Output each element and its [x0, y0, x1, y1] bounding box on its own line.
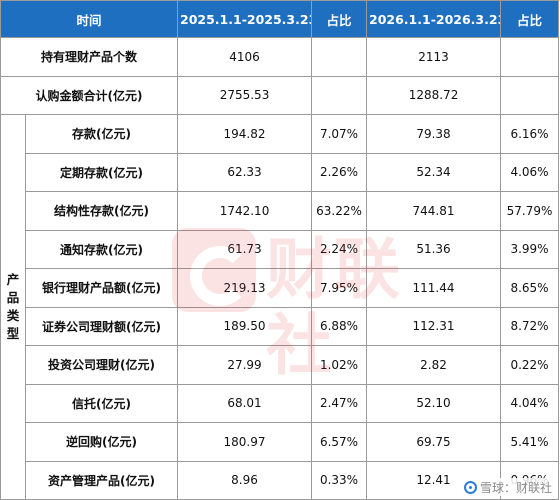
p2-value: 111.44	[366, 268, 502, 308]
table-row: 银行理财产品额(亿元) 219.13 7.95% 111.44 8.65%	[1, 268, 560, 308]
row-label: 投资公司理财(亿元)	[24, 345, 179, 385]
row-label: 资产管理产品(亿元)	[24, 460, 179, 500]
p1-share: 6.88%	[311, 306, 368, 346]
p1-value: 61.73	[177, 229, 313, 269]
p2-value: 79.38	[366, 114, 502, 154]
p1-value: 2755.53	[177, 75, 313, 115]
group-label-char: 品	[6, 290, 20, 305]
p1-share: 2.24%	[311, 229, 368, 269]
p1-value: 27.99	[177, 345, 313, 385]
p2-share	[500, 75, 560, 115]
p1-value: 62.33	[177, 152, 313, 192]
snowball-credit: 雪球：财联社	[459, 478, 556, 496]
p1-share: 63.22%	[311, 191, 368, 231]
p1-share: 6.57%	[311, 422, 368, 462]
header-share-2: 占比	[500, 0, 560, 38]
p1-share: 2.47%	[311, 383, 368, 423]
header-period-2: 2026.1.1-2026.3.23	[366, 0, 502, 38]
row-label: 定期存款(亿元)	[24, 152, 179, 192]
header-row: 时间 2025.1.1-2025.3.23 占比 2026.1.1-2026.3…	[0, 0, 560, 38]
row-label: 通知存款(亿元)	[24, 229, 179, 269]
p2-value: 744.81	[366, 191, 502, 231]
p1-value: 68.01	[177, 383, 313, 423]
header-time: 时间	[0, 0, 179, 38]
p1-value: 1742.10	[177, 191, 313, 231]
p2-value: 2.82	[366, 345, 502, 385]
p1-share	[311, 37, 368, 77]
table-row: 认购金额合计(亿元) 2755.53 1288.72	[0, 75, 560, 115]
row-label: 存款(亿元)	[24, 114, 179, 154]
p1-share	[311, 75, 368, 115]
table-row: 结构性存款(亿元) 1742.10 63.22% 744.81 57.79%	[1, 191, 560, 231]
table-row: 信托(亿元) 68.01 2.47% 52.10 4.04%	[1, 383, 560, 423]
p1-share: 2.26%	[311, 152, 368, 192]
row-label: 银行理财产品额(亿元)	[24, 268, 179, 308]
header-share-1: 占比	[311, 0, 368, 38]
p1-share: 7.07%	[311, 114, 368, 154]
p2-share: 57.79%	[500, 191, 560, 231]
header-period-1: 2025.1.1-2025.3.23	[177, 0, 313, 38]
p2-value: 52.10	[366, 383, 502, 423]
row-label: 证券公司理财额(亿元)	[24, 306, 179, 346]
p2-value: 51.36	[366, 229, 502, 269]
p2-share: 0.22%	[500, 345, 560, 385]
table-row: 证券公司理财额(亿元) 189.50 6.88% 112.31 8.72%	[1, 306, 560, 346]
p1-value: 180.97	[177, 422, 313, 462]
table-row: 通知存款(亿元) 61.73 2.24% 51.36 3.99%	[1, 229, 560, 269]
p2-value: 52.34	[366, 152, 502, 192]
p1-share: 0.33%	[311, 460, 368, 500]
p2-share	[500, 37, 560, 77]
p2-share: 4.06%	[500, 152, 560, 192]
product-type-group-label: 产 品 类 型	[0, 114, 26, 500]
group-label-char: 型	[6, 326, 20, 341]
row-label: 持有理财产品个数	[0, 37, 179, 77]
p1-share: 7.95%	[311, 268, 368, 308]
p2-share: 8.72%	[500, 306, 560, 346]
table-row: 持有理财产品个数 4106 2113	[0, 37, 560, 77]
snowball-icon	[463, 480, 477, 494]
p1-value: 189.50	[177, 306, 313, 346]
p2-share: 4.04%	[500, 383, 560, 423]
row-label: 信托(亿元)	[24, 383, 179, 423]
table-row: 投资公司理财(亿元) 27.99 1.02% 2.82 0.22%	[1, 345, 560, 385]
p1-value: 219.13	[177, 268, 313, 308]
p2-share: 3.99%	[500, 229, 560, 269]
table-row: 逆回购(亿元) 180.97 6.57% 69.75 5.41%	[1, 422, 560, 462]
p2-value: 2113	[366, 37, 502, 77]
group-label-char: 类	[6, 308, 20, 323]
p1-value: 8.96	[177, 460, 313, 500]
p2-share: 6.16%	[500, 114, 560, 154]
p2-value: 112.31	[366, 306, 502, 346]
row-label: 结构性存款(亿元)	[24, 191, 179, 231]
p1-value: 4106	[177, 37, 313, 77]
p2-share: 5.41%	[500, 422, 560, 462]
table-row: 定期存款(亿元) 62.33 2.26% 52.34 4.06%	[1, 152, 560, 192]
credit-text: 雪球：财联社	[479, 480, 552, 495]
p2-value: 1288.72	[366, 75, 502, 115]
table-row: 产 品 类 型 存款(亿元) 194.82 7.07% 79.38 6.16%	[0, 114, 560, 500]
p1-share: 1.02%	[311, 345, 368, 385]
group-label-char: 产	[6, 272, 20, 287]
row-label: 认购金额合计(亿元)	[0, 75, 179, 115]
p1-value: 194.82	[177, 114, 313, 154]
p2-value: 69.75	[366, 422, 502, 462]
p2-share: 8.65%	[500, 268, 560, 308]
row-label: 逆回购(亿元)	[24, 422, 179, 462]
